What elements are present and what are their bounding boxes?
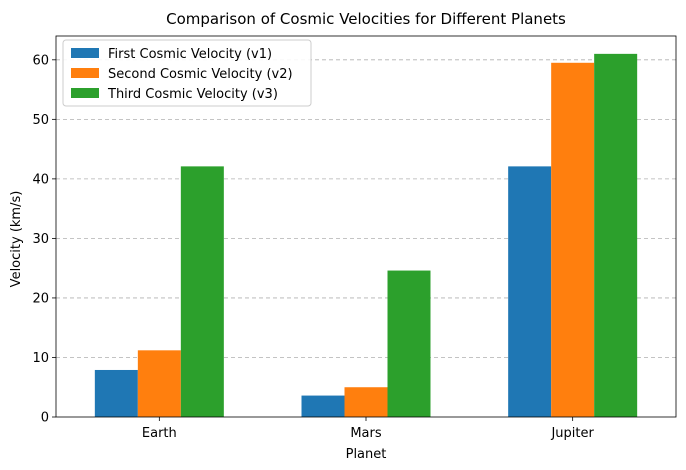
axes: 0 10 20 30 40 50 60 Earth Mars Jupiter bbox=[32, 35, 677, 441]
bar-mars-v3 bbox=[387, 270, 431, 417]
legend-label: First Cosmic Velocity (v1) bbox=[108, 47, 272, 62]
grid-lines bbox=[56, 59, 676, 358]
bar-mars-v2 bbox=[344, 387, 388, 417]
y-tick-label: 40 bbox=[32, 172, 49, 187]
bar-jupiter-v3 bbox=[594, 53, 638, 417]
y-tick-label: 60 bbox=[32, 53, 49, 68]
bar-jupiter-v2 bbox=[551, 62, 595, 417]
bar-earth-v1 bbox=[94, 369, 138, 417]
legend-swatch bbox=[71, 48, 99, 58]
y-tick-label: 10 bbox=[32, 351, 49, 366]
legend-label: Third Cosmic Velocity (v3) bbox=[107, 87, 278, 102]
legend: First Cosmic Velocity (v1) Second Cosmic … bbox=[62, 39, 312, 107]
plot-frame bbox=[55, 35, 677, 418]
legend-swatch bbox=[71, 88, 99, 98]
y-tick-label: 0 bbox=[41, 411, 49, 426]
y-tick-label: 30 bbox=[32, 232, 49, 247]
x-tick-label: Mars bbox=[350, 426, 382, 441]
bar-jupiter-v1 bbox=[508, 166, 552, 417]
x-tick-label: Earth bbox=[142, 426, 177, 441]
chart-title: Comparison of Cosmic Velocities for Diff… bbox=[166, 10, 566, 28]
y-axis-label: Velocity (km/s) bbox=[9, 191, 24, 288]
bar-earth-v3 bbox=[180, 166, 224, 417]
x-tick-label: Jupiter bbox=[550, 426, 594, 441]
legend-swatch bbox=[71, 68, 99, 78]
bars bbox=[94, 53, 638, 417]
legend-label: Second Cosmic Velocity (v2) bbox=[108, 67, 293, 82]
legend-box bbox=[62, 39, 312, 107]
bar-mars-v1 bbox=[301, 395, 345, 417]
x-axis-label: Planet bbox=[346, 447, 387, 462]
y-tick-label: 50 bbox=[32, 113, 49, 128]
y-tick-label: 20 bbox=[32, 291, 49, 306]
bar-earth-v2 bbox=[137, 350, 181, 417]
